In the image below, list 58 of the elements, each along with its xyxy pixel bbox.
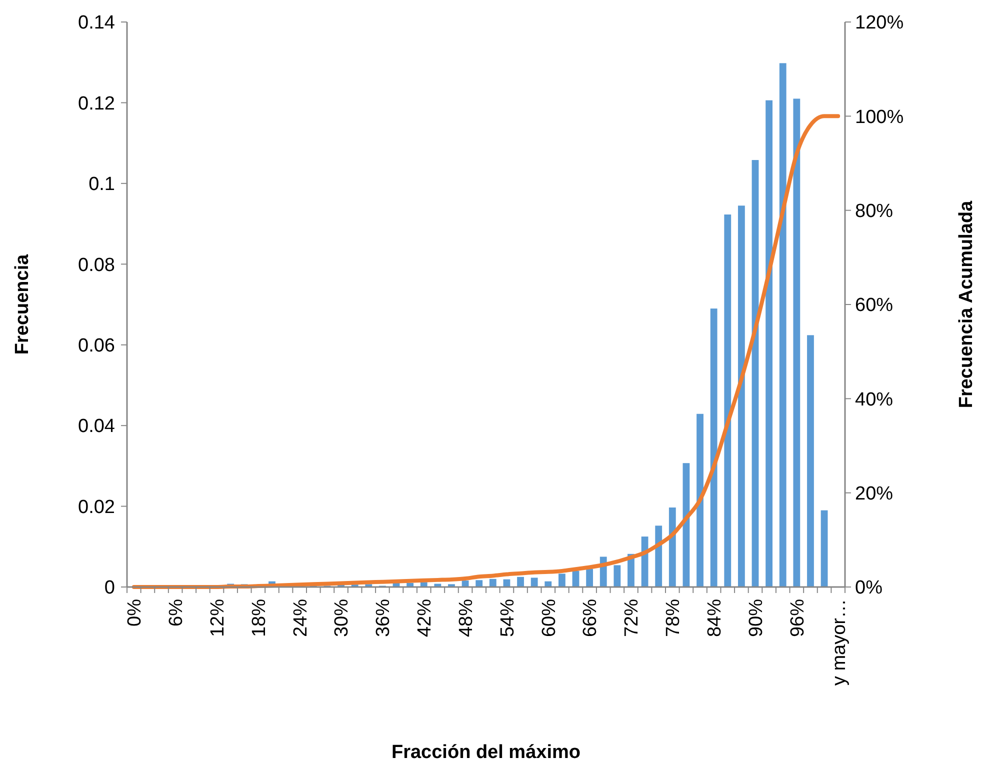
- y2-tick-label: 120%: [855, 12, 904, 34]
- line-series: [132, 114, 840, 589]
- x-tick-label: 30%: [332, 598, 353, 638]
- bar: [820, 510, 828, 587]
- y2-tick-label: 20%: [855, 483, 894, 504]
- x-tick-label: 36%: [373, 598, 394, 638]
- x-tick-label: 0%: [124, 598, 146, 626]
- bar: [530, 578, 538, 587]
- x-tick-label: 48%: [456, 598, 477, 638]
- x-tick-label: 12%: [207, 598, 228, 638]
- x-tick-label: 42%: [414, 598, 436, 638]
- x-tick-label: 84%: [704, 598, 726, 638]
- y-tick-label: 0.08: [78, 254, 115, 276]
- bar: [517, 576, 524, 587]
- y-axis-title: Frecuencia: [12, 254, 33, 355]
- bar: [558, 574, 566, 587]
- x-tick-label: 72%: [622, 598, 643, 638]
- bar: [614, 565, 621, 587]
- bar: [544, 581, 552, 587]
- y-tick-label: 0.1: [88, 174, 115, 196]
- y-tick-label: 0.02: [78, 496, 115, 518]
- bar: [724, 214, 732, 587]
- bar: [779, 63, 786, 587]
- x-tick-label: 66%: [580, 598, 602, 638]
- x-tick-label: 6%: [166, 598, 187, 626]
- bar: [752, 160, 759, 587]
- bar: [655, 526, 662, 587]
- x-tick-label: 78%: [663, 598, 684, 638]
- x-tick-label: 18%: [248, 598, 270, 638]
- y-tick-label: 0.12: [78, 93, 115, 114]
- y-tick-label: 0: [104, 578, 115, 599]
- y2-tick-label: 40%: [855, 389, 894, 410]
- x-tick-label: 96%: [787, 598, 808, 638]
- x-axis-title: Fracción del máximo: [391, 742, 581, 763]
- bar: [766, 100, 773, 587]
- bar: [710, 308, 718, 587]
- bar: [668, 507, 676, 587]
- bar: [476, 580, 483, 587]
- y-tick-label: 0.06: [78, 336, 115, 357]
- y2-tick-label: 0%: [855, 578, 883, 599]
- y2-tick-label: 100%: [855, 106, 904, 128]
- x-tick-label: 54%: [497, 598, 518, 638]
- bar: [738, 206, 745, 587]
- y2-tick-label: 80%: [855, 200, 894, 222]
- x-tick-label: 24%: [290, 598, 312, 638]
- x-tick-label: 90%: [746, 598, 767, 638]
- x-tick-label: y mayor…: [828, 599, 850, 686]
- bar: [448, 584, 455, 587]
- bar: [793, 98, 800, 587]
- y-tick-label: 0.04: [78, 416, 116, 438]
- y2-axis-title: Frecuencia Acumulada: [956, 200, 977, 408]
- bar: [807, 335, 814, 587]
- y2-tick-label: 60%: [855, 295, 894, 316]
- y-tick-label: 0.14: [78, 12, 116, 34]
- bar: [586, 568, 594, 587]
- bar: [696, 414, 704, 587]
- bar: [489, 578, 496, 587]
- x-tick-label: 60%: [538, 598, 560, 638]
